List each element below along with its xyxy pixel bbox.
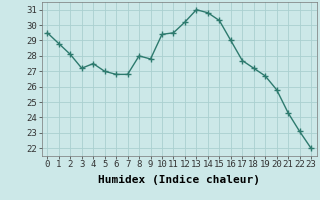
X-axis label: Humidex (Indice chaleur): Humidex (Indice chaleur) bbox=[98, 175, 260, 185]
